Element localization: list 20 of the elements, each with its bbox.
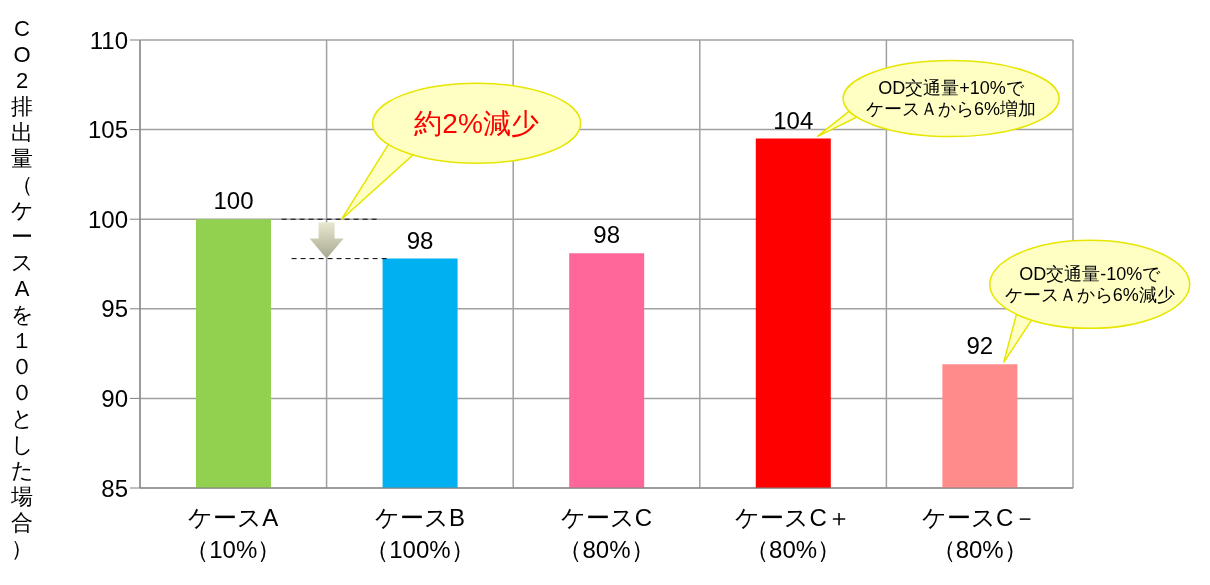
- data-label: 98: [593, 221, 621, 249]
- annotation: OD交通量-10%でケースＡから6%減少: [1004, 263, 1175, 306]
- y-tick-label: 95: [101, 295, 128, 323]
- x-tick-label: ケースC（80%）: [558, 504, 655, 563]
- y-tick-label: 85: [101, 474, 128, 502]
- x-tick-label: ケースC＋（80%）: [735, 504, 851, 563]
- data-label: 92: [966, 332, 994, 360]
- x-tick-label: ケースC－（80%）: [922, 504, 1038, 563]
- y-tick-label: 105: [87, 116, 128, 144]
- data-label: 98: [406, 226, 434, 254]
- x-tick-label: ケースA（10%）: [185, 504, 282, 563]
- y-tick-label: 110: [89, 26, 128, 54]
- y-tick-label: 100: [87, 205, 128, 233]
- text: CO2排出量（ケースAを１００とした場合）: [10, 16, 34, 561]
- data-label: 100: [213, 187, 254, 215]
- annotation: OD交通量+10%でケースＡから6%増加: [866, 77, 1037, 120]
- y-tick-label: 90: [101, 384, 128, 412]
- annotation: 約2%減少: [414, 107, 539, 139]
- data-label: 104: [773, 106, 814, 134]
- x-tick-label: ケースB（100%）: [365, 504, 475, 563]
